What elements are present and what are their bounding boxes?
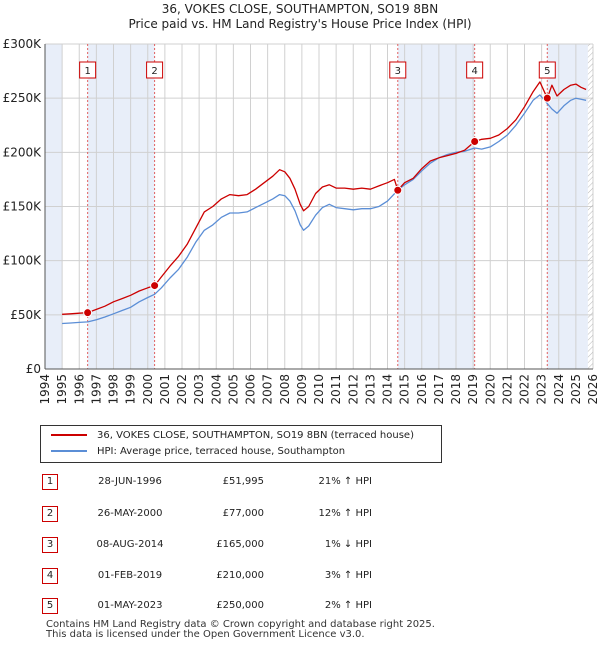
- chart-legend: 36, VOKES CLOSE, SOUTHAMPTON, SO19 8BN (…: [40, 425, 442, 463]
- x-tick-label: 1996: [72, 374, 86, 405]
- legend-item-hpi: HPI: Average price, terraced house, Sout…: [51, 444, 345, 460]
- sale-marker-box: [389, 61, 407, 79]
- footer-attribution: Contains HM Land Registry data © Crown c…: [46, 620, 435, 640]
- x-tick-label: 2016: [415, 374, 429, 405]
- sale-marker-label: 5: [544, 66, 550, 77]
- x-tick-label: 2004: [209, 374, 223, 405]
- x-tick-label: 2015: [398, 374, 412, 405]
- forecast-hatch: [587, 44, 593, 369]
- transaction-number-badge: 1: [42, 474, 58, 490]
- x-tick-label: 1994: [38, 374, 52, 405]
- transaction-number-badge: 2: [42, 506, 58, 522]
- x-tick-label: 1997: [89, 374, 103, 405]
- x-tick-label: 2024: [552, 374, 566, 405]
- legend-swatch-hpi: [51, 450, 87, 452]
- x-tick-label: 2023: [535, 374, 549, 405]
- transaction-price: £51,995: [222, 476, 264, 487]
- y-tick-label: £150K: [3, 200, 43, 214]
- x-tick-label: 2013: [363, 374, 377, 405]
- transaction-date: 01-MAY-2023: [97, 600, 163, 611]
- x-tick-label: 1995: [55, 374, 69, 405]
- transaction-date: 01-FEB-2019: [97, 570, 163, 581]
- transaction-hpi-diff: 21% ↑ HPI: [318, 476, 372, 487]
- x-tick-label: 2005: [226, 374, 240, 405]
- property-price-line: [62, 81, 587, 315]
- transaction-date: 28-JUN-1996: [98, 476, 162, 487]
- table-row: 3 08-AUG-2014 £165,000 1% ↓ HPI: [42, 535, 562, 555]
- price-chart: 1 2 3 4 5 £0 £50K £100K £150K £200K £250K £300K 1994…: [3, 37, 600, 405]
- sale-marker-label: 3: [395, 66, 401, 77]
- x-tick-label: 2012: [346, 374, 360, 405]
- y-tick-label: £250K: [3, 91, 43, 105]
- transaction-price: £165,000: [216, 539, 264, 550]
- table-row: 5 01-MAY-2023 £250,000 2% ↑ HPI: [42, 596, 562, 616]
- x-tick-label: 2021: [500, 374, 514, 405]
- legend-item-property: 36, VOKES CLOSE, SOUTHAMPTON, SO19 8BN (…: [51, 428, 414, 444]
- transaction-number-badge: 5: [42, 598, 58, 614]
- x-tick-label: 2008: [278, 374, 292, 405]
- x-tick-label: 2001: [158, 374, 172, 405]
- x-tick-label: 2002: [175, 374, 189, 405]
- y-tick-label: £200K: [3, 145, 43, 159]
- x-tick-label: 2010: [312, 374, 326, 405]
- x-tick-label: 2006: [244, 374, 258, 405]
- x-tick-label: 1999: [124, 374, 138, 405]
- y-tick-label: £50K: [10, 308, 42, 322]
- legend-label-property: 36, VOKES CLOSE, SOUTHAMPTON, SO19 8BN (…: [97, 430, 414, 441]
- x-tick-label: 2011: [329, 374, 343, 405]
- sale-point: [470, 137, 480, 146]
- x-tick-label: 2003: [192, 374, 206, 405]
- x-tick-label: 2009: [295, 374, 309, 405]
- transaction-hpi-diff: 2% ↑ HPI: [324, 600, 372, 611]
- chart-title: 36, VOKES CLOSE, SOUTHAMPTON, SO19 8BN: [161, 2, 439, 16]
- sale-marker-label: 4: [471, 66, 477, 77]
- hpi-line: [62, 94, 587, 325]
- x-tick-label: 2026: [586, 374, 600, 405]
- x-tick-label: 2025: [569, 374, 583, 405]
- sale-marker-box: [466, 61, 484, 79]
- table-row: 2 26-MAY-2000 £77,000 12% ↑ HPI: [42, 504, 562, 524]
- sale-marker-box: [146, 61, 164, 79]
- sale-point: [542, 93, 552, 103]
- x-tick-label: 2007: [261, 374, 275, 405]
- sale-marker-box: [538, 61, 556, 79]
- y-tick-label: £300K: [3, 37, 43, 51]
- y-tick-label: £0: [26, 362, 41, 376]
- sale-point: [150, 281, 160, 291]
- x-tick-label: 2000: [141, 374, 155, 405]
- sale-marker-label: 1: [84, 66, 90, 77]
- x-tick-label: 2018: [449, 374, 463, 405]
- sale-point: [83, 308, 93, 318]
- transaction-hpi-diff: 3% ↑ HPI: [324, 570, 372, 581]
- legend-label-hpi: HPI: Average price, terraced house, Sout…: [97, 446, 346, 457]
- x-tick-label: 2017: [432, 374, 446, 405]
- transaction-price: £77,000: [222, 508, 264, 519]
- x-tick-label: 2020: [483, 374, 497, 405]
- sale-marker-box: [79, 61, 97, 79]
- x-tick-label: 2022: [518, 374, 532, 405]
- transaction-hpi-diff: 1% ↓ HPI: [324, 539, 372, 550]
- transaction-number-badge: 3: [42, 537, 58, 553]
- x-tick-label: 2019: [466, 374, 480, 405]
- chart-subtitle: Price paid vs. HM Land Registry's House …: [128, 17, 472, 31]
- sale-point: [393, 185, 403, 195]
- transaction-price: £250,000: [216, 600, 264, 611]
- footer-copyright: Contains HM Land Registry data © Crown c…: [46, 619, 435, 630]
- table-row: 4 01-FEB-2019 £210,000 3% ↑ HPI: [42, 566, 562, 586]
- footer-license: This data is licensed under the Open Gov…: [46, 629, 365, 640]
- x-tick-label: 1998: [107, 374, 121, 405]
- transaction-date: 26-MAY-2000: [97, 508, 163, 519]
- table-row: 1 28-JUN-1996 £51,995 21% ↑ HPI: [42, 472, 562, 492]
- sale-marker-label: 2: [151, 66, 157, 77]
- transaction-number-badge: 4: [42, 568, 58, 584]
- x-tick-label: 2014: [381, 374, 395, 405]
- transaction-price: £210,000: [216, 570, 264, 581]
- y-tick-label: £100K: [3, 254, 43, 268]
- transaction-date: 08-AUG-2014: [96, 539, 164, 550]
- transaction-hpi-diff: 12% ↑ HPI: [318, 508, 372, 519]
- chart-title-block: 36, VOKES CLOSE, SOUTHAMPTON, SO19 8BN P…: [0, 2, 600, 32]
- legend-swatch-property: [51, 434, 87, 436]
